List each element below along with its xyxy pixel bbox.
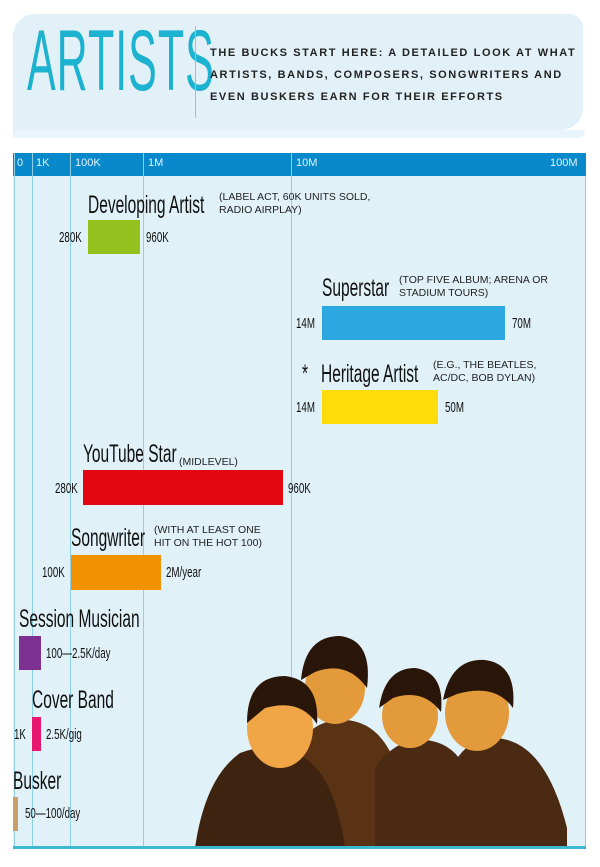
superstar-label: Superstar xyxy=(322,274,390,302)
page-title: ARTISTS xyxy=(27,13,215,109)
heritage-artist-label: Heritage Artist xyxy=(321,360,419,388)
cover-band-high: 2.5K/gig xyxy=(46,726,82,743)
x-tick-label: 10M xyxy=(296,157,318,169)
x-tick-label: 100K xyxy=(75,157,101,169)
band-member-1 xyxy=(195,676,345,848)
developing-artist-low: 280K xyxy=(59,229,82,246)
band-member-4 xyxy=(443,659,567,848)
x-axis-bar xyxy=(13,153,586,176)
developing-artist-bar xyxy=(88,220,140,254)
youtube-star-label: YouTube Star xyxy=(83,440,177,468)
session-musician-range: 100—2.5K/day xyxy=(46,645,111,662)
developing-artist-high: 960K xyxy=(146,229,169,246)
superstar-note: (TOP FIVE ALBUM; ARENA OR STADIUM TOURS) xyxy=(399,274,548,299)
songwriter-bar xyxy=(71,555,161,590)
superstar-high: 70M xyxy=(512,315,531,332)
heritage-artist-bar xyxy=(322,390,438,424)
page-subtitle: THE BUCKS START HERE: A DETAILED LOOK AT… xyxy=(210,47,577,103)
youtube-star-note: (MIDLEVEL) xyxy=(179,456,238,468)
busker-bar xyxy=(13,797,18,831)
gridline xyxy=(291,153,292,848)
songwriter-high: 2M/year xyxy=(166,564,202,581)
gridline xyxy=(70,153,71,848)
session-musician-label: Session Musician xyxy=(19,605,140,633)
x-tick-label: 0 xyxy=(17,157,24,169)
busker-label: Busker xyxy=(13,767,62,795)
cover-band-low: 1K xyxy=(14,726,26,743)
header-shadow xyxy=(13,130,585,138)
header-panel xyxy=(13,14,583,130)
developing-artist-note: (LABEL ACT, 60K UNITS SOLD, RADIO AIRPLA… xyxy=(219,191,371,216)
x-tick-label: 100M xyxy=(550,157,578,169)
x-tick-label: 1M xyxy=(148,157,164,169)
gridline xyxy=(14,153,15,848)
cover-band-bar xyxy=(32,717,41,751)
songwriter-low: 100K xyxy=(42,564,65,581)
developing-artist-label: Developing Artist xyxy=(88,191,205,219)
heritage-artist-high: 50M xyxy=(445,399,464,416)
youtube-star-bar xyxy=(83,470,283,505)
heritage-asterisk-icon: * xyxy=(302,360,309,388)
songwriter-note: (WITH AT LEAST ONE HIT ON THE HOT 100) xyxy=(154,524,262,549)
superstar-bar xyxy=(322,306,505,340)
youtube-star-low: 280K xyxy=(55,480,78,497)
chart-bottom-border xyxy=(13,846,586,849)
gridline xyxy=(32,153,33,848)
songwriter-label: Songwriter xyxy=(71,524,146,552)
header-divider xyxy=(195,26,196,118)
heritage-artist-low: 14M xyxy=(296,399,315,416)
band-photo xyxy=(195,636,567,848)
youtube-star-high: 960K xyxy=(288,480,311,497)
busker-range: 50—100/day xyxy=(25,805,81,822)
session-musician-bar xyxy=(19,636,41,670)
band-member-3 xyxy=(375,668,475,848)
x-tick-label: 1K xyxy=(36,157,50,169)
superstar-low: 14M xyxy=(296,315,315,332)
cover-band-label: Cover Band xyxy=(32,686,114,714)
heritage-artist-note: (E.G., THE BEATLES, AC/DC, BOB DYLAN) xyxy=(433,359,537,384)
